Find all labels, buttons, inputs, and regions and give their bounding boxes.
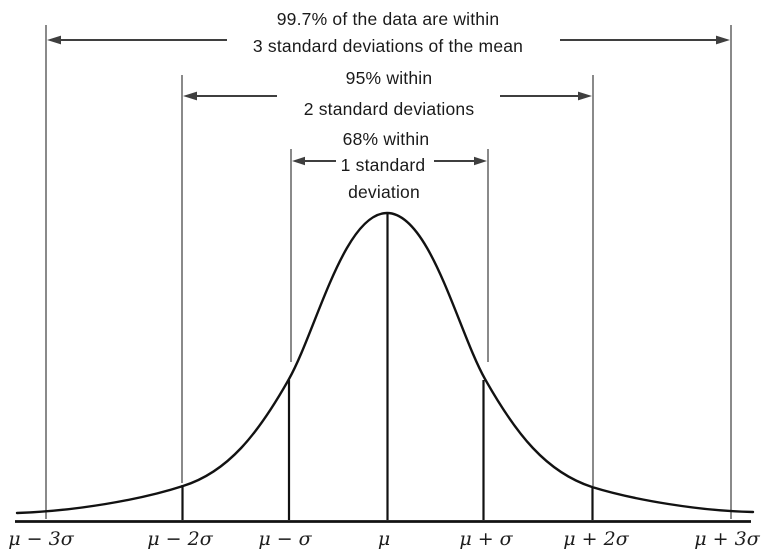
span-arrow-2sigma <box>183 91 592 101</box>
arrow-left-icon <box>292 156 305 166</box>
tick-label-plus-1sigma: μ + σ <box>459 528 513 550</box>
tick-label-plus-2sigma: μ + 2σ <box>563 528 629 550</box>
label-68-line3: deviation <box>348 182 420 202</box>
bell-curve <box>15 211 755 515</box>
arrow-left-icon <box>47 35 61 45</box>
label-95-line2: 2 standard deviations <box>303 99 475 119</box>
label-997-line1: 99.7% of the data are within <box>276 9 500 29</box>
tick-label-mean: μ <box>377 528 391 550</box>
label-68-line2: 1 standard <box>340 155 426 175</box>
span-arrow-1sigma <box>292 156 487 166</box>
label-997-line2: 3 standard deviations of the mean <box>252 36 524 56</box>
label-95-line1: 95% within <box>345 68 433 88</box>
arrow-right-icon <box>474 156 487 166</box>
tick-label-plus-3sigma: μ + 3σ <box>694 528 760 550</box>
tick-label-minus-2sigma: μ − 2σ <box>147 528 213 550</box>
arrow-right-icon <box>578 91 592 101</box>
arrow-right-icon <box>716 35 730 45</box>
tick-label-minus-3sigma: μ − 3σ <box>8 528 74 550</box>
span-arrow-3sigma <box>47 35 730 45</box>
arrow-left-icon <box>183 91 197 101</box>
label-68-line1: 68% within <box>342 129 430 149</box>
tick-label-minus-1sigma: μ − σ <box>258 528 312 550</box>
